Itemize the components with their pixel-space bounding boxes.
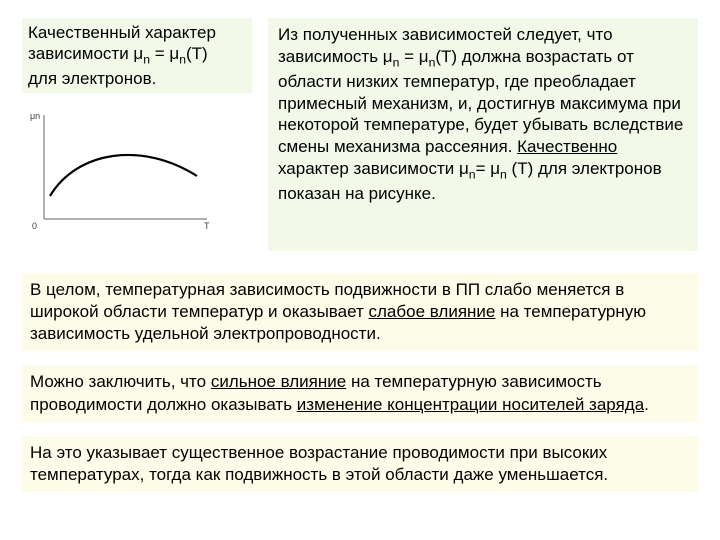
top-row: Качественный характер зависимости μn = μ… [22,18,698,251]
y-axis-label: μn [30,111,40,121]
left-column: Качественный характер зависимости μn = μ… [22,18,252,251]
r-p1e: = μ [476,159,500,178]
para2-a: Можно заключить, что [30,372,211,391]
right-text-block: Из полученных зависимостей следует, что … [278,24,688,205]
r-sub4: n [500,167,507,181]
r-sub3: n [469,167,476,181]
para2-c: . [644,395,649,414]
title-line3: для электронов. [28,69,156,88]
chart-svg: μn 0 T [22,101,222,251]
mobility-curve [50,155,197,196]
r-p1b: = μ [399,47,428,66]
para2-u1: сильное влияние [211,372,346,391]
right-column: Из полученных зависимостей следует, что … [268,18,698,251]
r-p1u: Качественно [517,137,617,156]
title-sub2: n [179,53,186,67]
paragraph-2: Можно заключить, что сильное влияние на … [22,365,698,421]
r-p1d: характер зависимости μ [278,159,469,178]
title-sub1: n [143,53,150,67]
origin-label: 0 [32,221,37,231]
title-line2c: (T) [186,44,208,63]
title-box: Качественный характер зависимости μn = μ… [22,18,252,93]
para2-u2: изменение концентрации носителей заряда [297,395,644,414]
title-line1: Качественный характер [28,23,216,42]
title-line2a: зависимости μ [28,44,143,63]
para1-u: слабое влияние [369,302,496,321]
paragraph-3: На это указывает существенное возрастани… [22,436,698,492]
mobility-chart: μn 0 T [22,101,222,251]
x-axis-label: T [204,221,210,231]
title-line2b: = μ [150,44,179,63]
paragraph-1: В целом, температурная зависимость подви… [22,273,698,351]
para3-a: На это указывает существенное возрастани… [30,443,608,484]
